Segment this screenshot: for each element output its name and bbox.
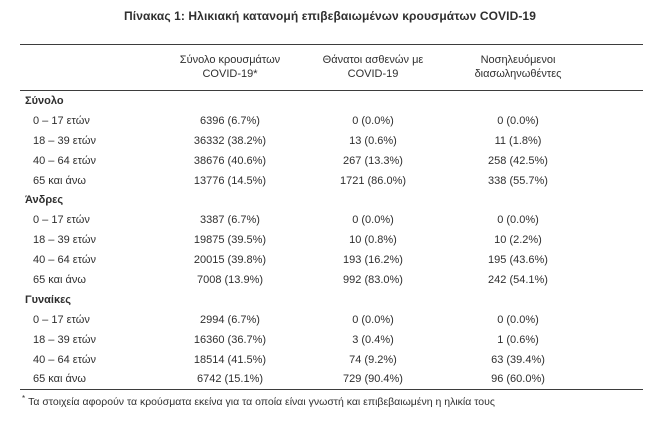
header-total-cases-line2: COVID-19* <box>202 68 258 80</box>
table-row: 65 και άνω 13776 (14.5%) 1721 (86.0%) 33… <box>20 171 643 191</box>
table-row: 18 – 39 ετών 36332 (38.2%) 13 (0.6%) 11 … <box>20 131 643 151</box>
footnote-text: Τα στοιχεία αφορούν τα κρούσματα εκείνα … <box>28 396 495 409</box>
cases-cell: 19875 (39.5%) <box>193 234 267 247</box>
table-row: 18 – 39 ετών 19875 (39.5%) 10 (0.8%) 10 … <box>20 230 643 250</box>
intubated-cell: 195 (43.6%) <box>488 254 548 267</box>
deaths-cell: 13 (0.6%) <box>349 134 397 147</box>
deaths-cell: 0 (0.0%) <box>352 214 394 227</box>
header-deaths-line1: Θάνατοι ασθενών με <box>322 54 424 66</box>
header-empty <box>20 44 155 91</box>
header-pad <box>595 44 643 91</box>
table-row: 0 – 17 ετών 3387 (6.7%) 0 (0.0%) 0 (0.0%… <box>20 210 643 230</box>
covid-age-distribution-table: Σύνολο κρουσμάτων COVID-19* Θάνατοι ασθε… <box>20 44 643 391</box>
cases-cell: 6396 (6.7%) <box>200 114 260 127</box>
cases-cell: 38676 (40.6%) <box>193 154 267 167</box>
table-row: 65 και άνω 6742 (15.1%) 729 (90.4%) 96 (… <box>20 369 643 391</box>
age-label: 0 – 17 ετών <box>33 313 90 326</box>
age-label: 18 – 39 ετών <box>33 333 96 346</box>
section-row-women: Γυναίκες <box>20 290 643 310</box>
table-body: Σύνολο 0 – 17 ετών 6396 (6.7%) 0 (0.0%) … <box>20 91 643 391</box>
deaths-cell: 992 (83.0%) <box>343 273 403 286</box>
table-row: 18 – 39 ετών 16360 (36.7%) 3 (0.4%) 1 (0… <box>20 330 643 350</box>
table-row: 40 – 64 ετών 18514 (41.5%) 74 (9.2%) 63 … <box>20 350 643 370</box>
table-footnote: * Τα στοιχεία αφορούν τα κρούσματα εκείνα… <box>22 393 643 409</box>
section-label: Σύνολο <box>25 94 64 107</box>
cases-cell: 13776 (14.5%) <box>193 174 267 187</box>
intubated-cell: 63 (39.4%) <box>491 353 545 366</box>
header-total-cases-line1: Σύνολο κρουσμάτων <box>179 54 281 66</box>
stats-table-container: Σύνολο κρουσμάτων COVID-19* Θάνατοι ασθε… <box>20 44 643 391</box>
table-header: Σύνολο κρουσμάτων COVID-19* Θάνατοι ασθε… <box>20 44 643 91</box>
age-label: 40 – 64 ετών <box>33 353 96 366</box>
section-label: Άνδρες <box>25 194 64 207</box>
table-row: 65 και άνω 7008 (13.9%) 992 (83.0%) 242 … <box>20 270 643 290</box>
cases-cell: 2994 (6.7%) <box>200 313 260 326</box>
intubated-cell: 10 (2.2%) <box>494 234 542 247</box>
intubated-cell: 96 (60.0%) <box>441 369 595 391</box>
deaths-cell: 10 (0.8%) <box>349 234 397 247</box>
header-row: Σύνολο κρουσμάτων COVID-19* Θάνατοι ασθε… <box>20 44 643 91</box>
header-deaths-line2: COVID-19 <box>347 68 399 80</box>
cases-cell: 7008 (13.9%) <box>196 273 264 286</box>
age-label: 65 και άνω <box>20 369 155 391</box>
deaths-cell: 1721 (86.0%) <box>339 174 407 187</box>
header-intubated-line1: Νοσηλευόμενοι <box>480 54 556 66</box>
intubated-cell: 0 (0.0%) <box>497 313 539 326</box>
table-row: 40 – 64 ετών 20015 (39.8%) 193 (16.2%) 1… <box>20 250 643 270</box>
intubated-cell: 11 (1.8%) <box>494 134 542 147</box>
deaths-cell: 3 (0.4%) <box>352 333 394 346</box>
table-row: 0 – 17 ετών 6396 (6.7%) 0 (0.0%) 0 (0.0%… <box>20 111 643 131</box>
deaths-cell: 729 (90.4%) <box>305 369 441 391</box>
age-label: 18 – 39 ετών <box>33 134 96 147</box>
cases-cell: 3387 (6.7%) <box>200 214 260 227</box>
age-label: 0 – 17 ετών <box>33 214 90 227</box>
table-title: Πίνακας 1: Ηλικιακή κατανομή επιβεβαιωμέ… <box>124 9 536 23</box>
footnote-asterisk: * <box>22 393 26 403</box>
cases-cell: 18514 (41.5%) <box>193 353 267 366</box>
header-deaths: Θάνατοι ασθενών με COVID-19 <box>305 44 441 91</box>
intubated-cell: 258 (42.5%) <box>488 154 548 167</box>
section-row-total: Σύνολο <box>20 91 643 111</box>
age-label: 40 – 64 ετών <box>33 254 96 267</box>
header-intubated: Νοσηλευόμενοι διασωληνωθέντες <box>441 44 595 91</box>
intubated-cell: 0 (0.0%) <box>497 214 539 227</box>
intubated-cell: 338 (55.7%) <box>488 174 548 187</box>
cases-cell: 20015 (39.8%) <box>193 254 267 267</box>
age-label: 65 και άνω <box>33 273 86 286</box>
cases-cell: 16360 (36.7%) <box>193 333 267 346</box>
table-row: 0 – 17 ετών 2994 (6.7%) 0 (0.0%) 0 (0.0%… <box>20 310 643 330</box>
intubated-cell: 0 (0.0%) <box>497 114 539 127</box>
age-label: 0 – 17 ετών <box>33 114 90 127</box>
intubated-cell: 242 (54.1%) <box>488 273 548 286</box>
intubated-cell: 1 (0.6%) <box>497 333 539 346</box>
age-label: 40 – 64 ετών <box>33 154 96 167</box>
table-row: 40 – 64 ετών 38676 (40.6%) 267 (13.3%) 2… <box>20 151 643 171</box>
age-label: 18 – 39 ετών <box>33 234 96 247</box>
deaths-cell: 193 (16.2%) <box>343 254 403 267</box>
header-intubated-line2: διασωληνωθέντες <box>474 68 562 80</box>
cases-cell: 6742 (15.1%) <box>155 369 305 391</box>
cases-cell: 36332 (38.2%) <box>193 134 267 147</box>
age-label: 65 και άνω <box>33 174 86 187</box>
deaths-cell: 0 (0.0%) <box>352 313 394 326</box>
header-total-cases: Σύνολο κρουσμάτων COVID-19* <box>155 44 305 91</box>
section-label: Γυναίκες <box>25 293 72 306</box>
deaths-cell: 267 (13.3%) <box>343 154 403 167</box>
deaths-cell: 74 (9.2%) <box>349 353 397 366</box>
deaths-cell: 0 (0.0%) <box>352 114 394 127</box>
section-row-men: Άνδρες <box>20 190 643 210</box>
